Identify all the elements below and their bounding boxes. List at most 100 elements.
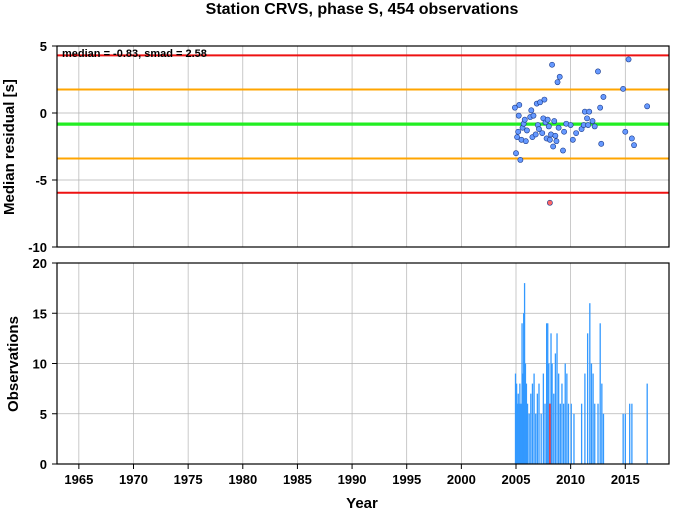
data-point [584, 115, 590, 122]
x-tick-label: 2010 [556, 472, 585, 487]
x-tick-label: 1985 [283, 472, 312, 487]
observation-bar [553, 393, 555, 464]
data-point [555, 124, 562, 131]
data-point [536, 126, 542, 132]
data-point [556, 73, 563, 80]
data-point [522, 138, 529, 145]
observation-bar [514, 373, 517, 464]
x-tick-label: 2000 [447, 472, 476, 487]
observation-bars [514, 283, 648, 464]
observation-bar [602, 413, 605, 464]
data-point [631, 142, 637, 149]
highlight-bar [549, 403, 551, 464]
data-point [561, 128, 567, 135]
observation-bar [542, 373, 545, 464]
data-point [539, 130, 546, 136]
observation-bar [573, 413, 575, 464]
y-tick-label: 20 [33, 256, 47, 271]
observation-bar [551, 363, 553, 464]
data-point [585, 122, 592, 128]
data-point [598, 140, 605, 147]
observation-bar [520, 403, 522, 464]
observation-bar [535, 413, 537, 464]
data-point [595, 68, 601, 75]
data-point [550, 143, 557, 150]
observation-bar [538, 383, 540, 464]
observation-bar [550, 333, 552, 464]
data-point [549, 61, 555, 68]
observation-bar [559, 403, 561, 464]
observation-bar [519, 383, 521, 464]
observation-bar [530, 393, 532, 464]
y-tick-label: 15 [33, 306, 47, 321]
observation-bar [567, 403, 570, 464]
observation-bar [536, 393, 539, 464]
data-point [544, 116, 551, 123]
observation-bar [592, 373, 594, 464]
observation-bar [589, 303, 591, 464]
data-point [573, 130, 580, 136]
observation-bar [624, 413, 626, 464]
observation-bar [533, 373, 535, 464]
observation-bar [561, 383, 563, 464]
data-point [530, 112, 537, 119]
data-point [524, 127, 530, 134]
observation-bar [622, 413, 624, 464]
data-point [560, 147, 566, 154]
data-point [532, 131, 539, 138]
y-tick-label: 5 [40, 407, 47, 422]
data-point [552, 132, 559, 139]
data-point [622, 128, 629, 135]
data-point [516, 102, 523, 108]
data-point [514, 134, 520, 141]
observation-bar [516, 403, 519, 464]
year-x-label: Year [346, 495, 378, 511]
y-tick-label: 0 [40, 457, 47, 472]
observation-bar [564, 363, 566, 464]
data-point [515, 128, 522, 135]
data-point [620, 85, 626, 92]
data-point [625, 56, 632, 63]
observations-y-ticks: 0 5 10 15 20 [33, 256, 57, 472]
data-point [541, 96, 548, 103]
observation-bar [546, 323, 548, 464]
chart-title: Station CRVS, phase S, 454 observations [206, 1, 519, 18]
observation-bar [523, 283, 526, 464]
year-x-ticks: 1965 1970 1975 1980 1985 1990 1995 2000 2005 2010… [64, 464, 640, 487]
observation-bar [517, 393, 519, 464]
data-point [591, 123, 598, 130]
data-point [551, 118, 558, 124]
data-point [569, 136, 576, 143]
observation-bar [523, 313, 525, 464]
residual-y-ticks: 5 0 -5 -10 [28, 39, 57, 255]
data-point [586, 108, 593, 115]
observation-bar [554, 353, 557, 464]
observations-panel: 0 5 10 15 20 1965 1970 1975 1980 1985 1990 1995 200… [5, 256, 670, 511]
y-tick-label: 5 [40, 39, 47, 54]
residual-panel: median = -0.83, smad = 2.58 5 0 -5 -10 Medi… [1, 39, 670, 255]
observations-y-label: Observations [5, 316, 22, 412]
data-point [546, 199, 553, 206]
x-tick-label: 1975 [174, 472, 203, 487]
x-tick-label: 2015 [611, 472, 640, 487]
observation-bar [629, 403, 631, 464]
data-point [644, 103, 651, 110]
residual-y-label: Median residual [s] [1, 79, 18, 215]
data-point [553, 138, 560, 145]
data-point [600, 94, 607, 100]
observation-bar [522, 373, 524, 464]
y-tick-label: 10 [33, 357, 47, 372]
observation-bar [528, 413, 530, 464]
y-tick-label: 0 [40, 106, 47, 121]
observation-bar [584, 373, 586, 464]
observation-bar [590, 363, 593, 464]
y-tick-label: -5 [35, 173, 47, 188]
data-point [517, 156, 524, 163]
data-point [589, 118, 596, 124]
data-point [628, 135, 635, 142]
observation-bar [544, 403, 546, 464]
observation-bar [558, 373, 560, 464]
data-point [515, 112, 522, 119]
x-tick-label: 1970 [119, 472, 148, 487]
